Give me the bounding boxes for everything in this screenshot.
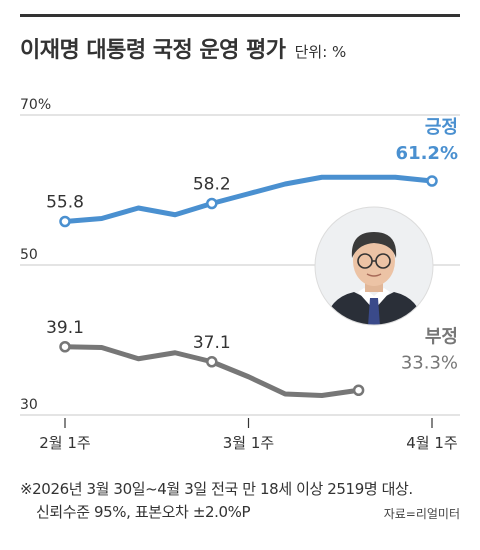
data-point — [206, 356, 218, 368]
data-label: 39.1 — [46, 318, 84, 338]
data-label: 55.8 — [46, 193, 84, 213]
top-rule — [20, 14, 460, 17]
footnote-line-1: ※2026년 3월 30일~4월 3일 전국 만 18세 이상 2519명 대상… — [20, 480, 413, 498]
data-point — [59, 341, 71, 353]
series-name-label: 긍정 — [425, 117, 458, 138]
unit-label: 단위: % — [294, 43, 347, 61]
y-tick-label: 30 — [20, 397, 38, 413]
footnote: ※2026년 3월 30일~4월 3일 전국 만 18세 이상 2519명 대상… — [20, 478, 465, 524]
data-point — [352, 384, 365, 396]
series-end-label: 61.2% — [396, 143, 458, 164]
footnote-line-2: 신뢰수준 95%, 표본오차 ±2.0%P — [36, 503, 251, 521]
chart-title: 이재명 대통령 국정 운영 평가 — [20, 38, 286, 63]
title-block: 이재명 대통령 국정 운영 평가 단위: % — [20, 32, 346, 64]
line-chart: 70% 50 30 2월 1주 3월 1주 4월 1주 55.8 58.2 긍정 61.2% 39.… — [20, 97, 460, 452]
x-tick-label: 4월 1주 — [406, 434, 457, 452]
data-point — [59, 215, 71, 228]
data-label: 58.2 — [193, 175, 231, 195]
person-portrait-icon — [314, 206, 434, 326]
series-name-label: 부정 — [425, 326, 458, 347]
series-end-label: 33.3% — [401, 352, 458, 373]
data-point — [206, 197, 218, 210]
y-tick-label: 70% — [20, 97, 51, 113]
y-tick-label: 50 — [20, 247, 38, 263]
source-label: 자료=리얼미터 — [383, 507, 460, 521]
x-tick-label: 2월 1주 — [39, 434, 90, 452]
series-line-1 — [62, 344, 362, 398]
data-label: 37.1 — [193, 333, 231, 353]
series-line-0 — [62, 174, 435, 224]
data-point — [426, 175, 438, 187]
x-tick-label: 3월 1주 — [223, 434, 274, 452]
